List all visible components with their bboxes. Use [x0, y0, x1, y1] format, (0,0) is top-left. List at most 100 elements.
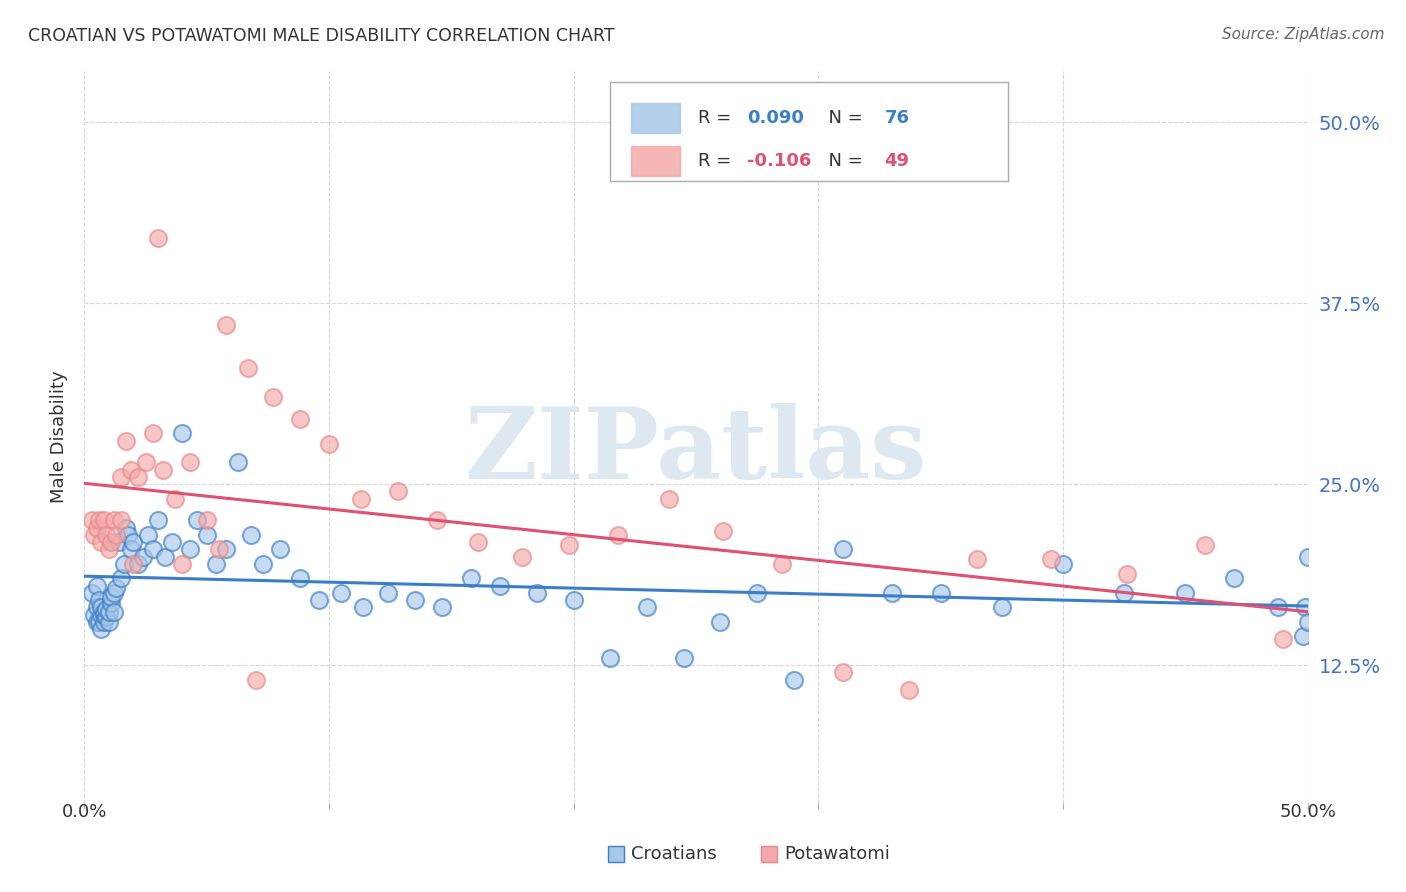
Point	[1292, 629, 1315, 643]
Point	[711, 524, 734, 538]
Point	[308, 593, 330, 607]
Point	[90, 535, 112, 549]
Point	[1296, 549, 1319, 564]
Point	[120, 542, 142, 557]
Text: R =: R =	[699, 109, 737, 127]
Point	[100, 596, 122, 610]
Point	[122, 557, 145, 571]
Text: 50.0%: 50.0%	[1279, 803, 1336, 821]
Point	[672, 651, 695, 665]
Point	[135, 455, 157, 469]
Point	[350, 491, 373, 506]
Point	[87, 615, 110, 629]
Text: 0.0%: 0.0%	[62, 803, 107, 821]
Point	[93, 605, 115, 619]
Point	[1115, 566, 1137, 581]
Point	[228, 455, 250, 469]
Point	[112, 557, 135, 571]
Point	[880, 586, 903, 600]
Point	[215, 318, 238, 332]
Point	[770, 557, 793, 571]
Point	[107, 535, 129, 549]
Point	[831, 542, 853, 557]
Point	[142, 426, 165, 441]
Point	[526, 586, 548, 600]
Point	[387, 484, 409, 499]
Point	[1194, 538, 1216, 552]
Point	[783, 673, 806, 687]
Point	[132, 549, 155, 564]
Text: Croatians: Croatians	[631, 845, 717, 863]
Point	[179, 455, 201, 469]
Text: 76: 76	[884, 109, 910, 127]
Point	[1267, 600, 1289, 615]
Point	[460, 571, 482, 585]
Point	[929, 586, 952, 600]
Point	[1272, 632, 1295, 647]
Point	[215, 542, 238, 557]
Point	[93, 513, 115, 527]
Point	[90, 600, 112, 615]
Point	[127, 470, 149, 484]
Point	[96, 610, 118, 624]
Point	[86, 615, 108, 629]
Point	[87, 513, 110, 527]
Point	[195, 528, 218, 542]
Text: 49: 49	[884, 152, 910, 170]
Point	[136, 528, 159, 542]
Point	[146, 231, 169, 245]
Text: Source: ZipAtlas.com: Source: ZipAtlas.com	[1222, 27, 1385, 42]
Point	[80, 513, 103, 527]
Text: N =: N =	[817, 152, 869, 170]
Point	[1174, 586, 1197, 600]
Point	[110, 513, 132, 527]
Point	[404, 593, 426, 607]
Point	[86, 520, 108, 534]
FancyBboxPatch shape	[610, 82, 1008, 181]
Point	[105, 528, 128, 542]
Point	[897, 682, 920, 697]
Point	[352, 600, 374, 615]
Point	[97, 542, 120, 557]
Point	[510, 549, 533, 564]
Bar	[631, 103, 681, 133]
Text: ZIPatlas: ZIPatlas	[465, 403, 927, 500]
Point	[991, 600, 1014, 615]
Point	[172, 426, 194, 441]
Point	[318, 436, 340, 450]
Point	[97, 615, 120, 629]
Point	[103, 513, 125, 527]
Point	[269, 542, 291, 557]
Text: -0.106: -0.106	[748, 152, 811, 170]
Point	[606, 528, 628, 542]
Point	[599, 651, 621, 665]
Point	[1223, 571, 1246, 585]
Point	[90, 607, 112, 622]
Point	[252, 557, 274, 571]
Point	[142, 542, 165, 557]
Point	[179, 542, 201, 557]
Point	[117, 528, 139, 542]
Text: CROATIAN VS POTAWATOMI MALE DISABILITY CORRELATION CHART: CROATIAN VS POTAWATOMI MALE DISABILITY C…	[28, 27, 614, 45]
Point	[747, 586, 769, 600]
Point	[90, 622, 112, 636]
Point	[562, 593, 585, 607]
Point	[115, 520, 138, 534]
Point	[1039, 552, 1062, 566]
Point	[105, 582, 128, 596]
Point	[489, 578, 512, 592]
Point	[153, 549, 176, 564]
Point	[152, 463, 174, 477]
Point	[86, 578, 108, 592]
Point	[1296, 615, 1319, 629]
Point	[115, 434, 138, 448]
Text: N =: N =	[817, 109, 869, 127]
Point	[96, 528, 118, 542]
Point	[186, 513, 208, 527]
Point	[288, 571, 311, 585]
Point	[636, 600, 658, 615]
Point	[245, 673, 267, 687]
Point	[97, 605, 120, 619]
Point	[262, 390, 284, 404]
Point	[83, 528, 105, 542]
